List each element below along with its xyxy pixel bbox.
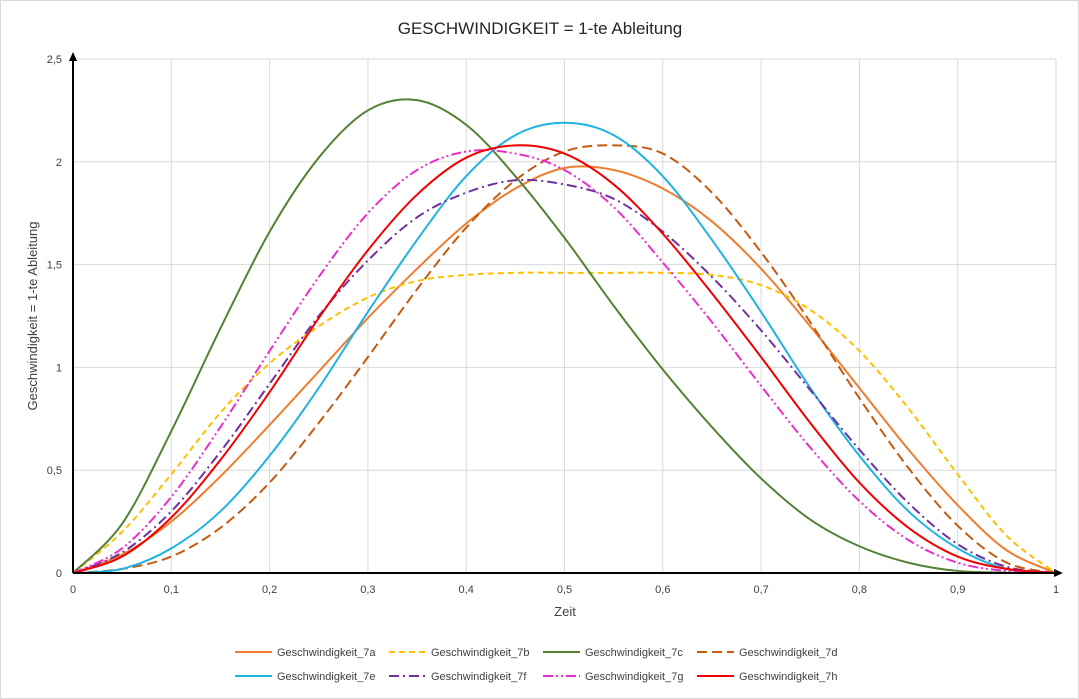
- legend-item: Geschwindigkeit_7e: [235, 671, 375, 683]
- legend-item: Geschwindigkeit_7f: [389, 671, 527, 683]
- x-axis-title: Zeit: [554, 604, 576, 619]
- x-tick-label: 0,8: [852, 584, 867, 596]
- x-tick-label: 0: [70, 584, 76, 596]
- series-line-geschwindigkeit-7d: [72, 144, 1057, 574]
- x-tick-labels: 0 0,1 0,2 0,3 0,4 0,5 0,6 0,7 0,8 0,9 1: [70, 584, 1059, 596]
- legend-label: Geschwindigkeit_7f: [431, 671, 527, 683]
- series-line-geschwindigkeit-7c: [72, 98, 1057, 574]
- y-tick-label: 2,5: [47, 54, 62, 66]
- legend-label: Geschwindigkeit_7a: [277, 647, 376, 659]
- series-line-geschwindigkeit-7a: [72, 165, 1057, 574]
- legend-item: Geschwindigkeit_7d: [697, 647, 837, 659]
- x-tick-label: 0,1: [164, 584, 179, 596]
- x-tick-label: 0,4: [459, 584, 474, 596]
- series-line-geschwindigkeit-7b: [72, 271, 1057, 574]
- y-tick-label: 1,5: [47, 260, 62, 272]
- grid-lines: [73, 58, 1057, 573]
- legend-item: Geschwindigkeit_7a: [235, 647, 376, 659]
- series-line-geschwindigkeit-7f: [72, 178, 1057, 574]
- y-tick-label: 2: [56, 157, 62, 169]
- series-line-geschwindigkeit-7e: [72, 121, 1057, 574]
- series-line-geschwindigkeit-7h: [72, 144, 1057, 574]
- legend-label: Geschwindigkeit_7c: [585, 647, 683, 659]
- x-tick-label: 0,5: [557, 584, 572, 596]
- legend-label: Geschwindigkeit_7g: [585, 671, 683, 683]
- y-tick-label: 0,5: [47, 465, 62, 477]
- y-axis-arrow: [69, 52, 77, 61]
- legend-label: Geschwindigkeit_7e: [277, 671, 375, 683]
- legend-item: Geschwindigkeit_7c: [543, 647, 683, 659]
- series-lines: [72, 98, 1057, 574]
- x-tick-label: 0,7: [753, 584, 768, 596]
- legend-label: Geschwindigkeit_7d: [739, 647, 837, 659]
- legend-item: Geschwindigkeit_7h: [697, 671, 837, 683]
- y-tick-labels: 0 0,5 1 1,5 2 2,5: [47, 54, 62, 580]
- x-tick-label: 0,2: [262, 584, 277, 596]
- x-tick-label: 0,3: [360, 584, 375, 596]
- legend-item: Geschwindigkeit_7b: [389, 647, 529, 659]
- chart-title: GESCHWINDIGKEIT = 1-te Ableitung: [398, 19, 683, 38]
- legend-label: Geschwindigkeit_7h: [739, 671, 837, 683]
- series-line-geschwindigkeit-7g: [72, 149, 1057, 574]
- axes: [69, 52, 1063, 577]
- x-tick-label: 0,6: [655, 584, 670, 596]
- legend: Geschwindigkeit_7a Geschwindigkeit_7b Gesc…: [235, 647, 837, 683]
- y-tick-label: 0: [56, 568, 62, 580]
- x-tick-label: 1: [1053, 584, 1059, 596]
- legend-item: Geschwindigkeit_7g: [543, 671, 683, 683]
- x-tick-label: 0,9: [950, 584, 965, 596]
- legend-label: Geschwindigkeit_7b: [431, 647, 529, 659]
- y-axis-title: Geschwindigkeit = 1-te Ableitung: [25, 222, 40, 411]
- y-tick-label: 1: [56, 362, 62, 374]
- x-axis-arrow: [1054, 569, 1063, 577]
